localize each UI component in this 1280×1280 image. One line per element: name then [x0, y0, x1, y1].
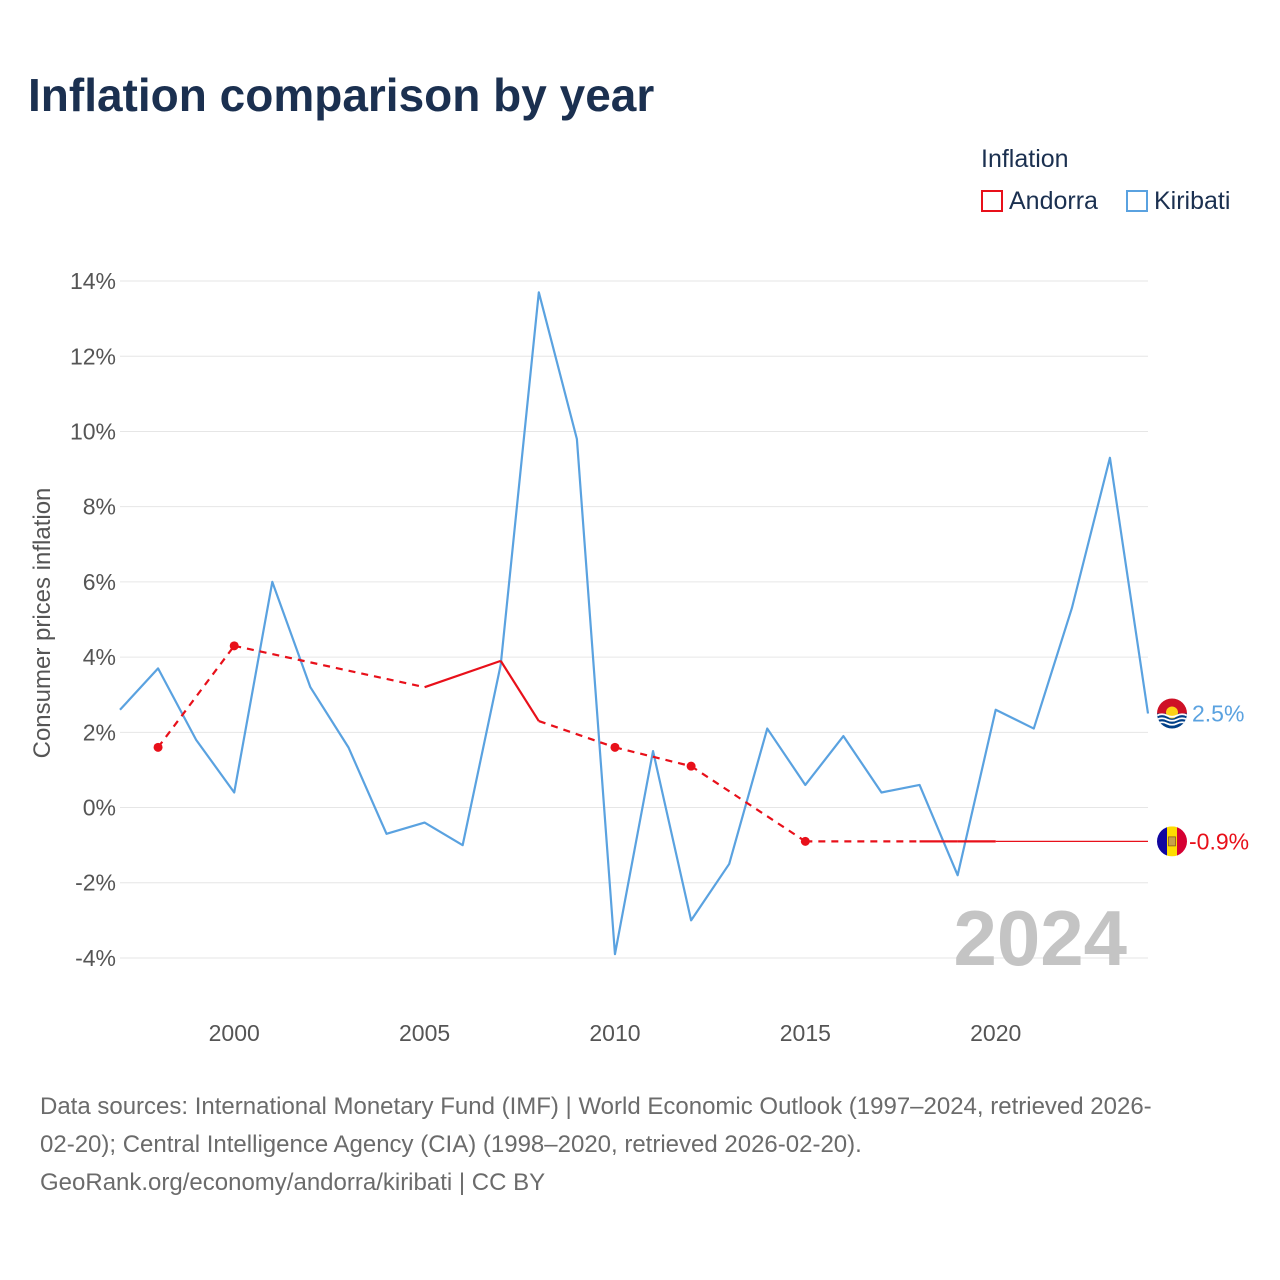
y-axis-ticks: -4% -2% 0% 2% 4% 6% 8% 10% 12% 14% — [70, 268, 116, 971]
source-note: Data sources: International Monetary Fun… — [40, 1088, 1250, 1202]
andorra-point — [153, 742, 163, 752]
andorra-segment — [424, 659, 502, 689]
y-tick-label: 14% — [70, 268, 116, 294]
y-tick-label: 12% — [70, 343, 116, 369]
kiribati-flag-icon — [1157, 698, 1187, 729]
year-watermark: 2024 — [953, 894, 1127, 982]
gridlines — [120, 280, 1148, 959]
line-chart: -4%-2%0%2%4%6%8%10%12%14% 2000 2005 2010 20… — [29, 268, 1249, 1046]
andorra-flag-red — [1177, 826, 1187, 857]
kiribati-flag-wave — [1157, 717, 1187, 722]
legend-title: Inflation — [981, 145, 1069, 173]
x-tick-label: 2015 — [780, 1020, 831, 1046]
x-tick-label: 2000 — [209, 1020, 260, 1046]
andorra-segment — [614, 746, 692, 768]
kiribati-end-label: 2.5% — [1192, 701, 1244, 727]
andorra-flag-icon — [1157, 826, 1187, 857]
andorra-flag-blue — [1157, 826, 1167, 857]
series-line-kiribati — [119, 291, 1150, 956]
x-tick-label: 2010 — [589, 1020, 640, 1046]
y-tick-label: -4% — [75, 945, 116, 971]
x-axis-ticks: 2000 2005 2010 2015 2020 — [209, 1020, 1022, 1046]
legend-swatch-andorra — [981, 190, 1003, 212]
end-labels: 2.5% -0.9% — [1157, 698, 1249, 857]
series-lines — [119, 291, 1150, 956]
y-tick-label: 4% — [83, 644, 116, 670]
y-tick-label: 2% — [83, 719, 116, 745]
andorra-point — [229, 641, 239, 651]
andorra-point — [800, 836, 810, 846]
y-tick-label: 0% — [83, 795, 116, 821]
legend-label-kiribati: Kiribati — [1154, 186, 1231, 215]
y-axis-label: Consumer prices inflation — [29, 488, 56, 759]
legend-item-kiribati[interactable]: Kiribati — [1126, 186, 1230, 216]
y-tick-label: 10% — [70, 418, 116, 444]
andorra-segment — [499, 660, 540, 722]
legend-swatch-kiribati — [1126, 190, 1148, 212]
source-line-1: Data sources: International Monetary Fun… — [40, 1093, 1152, 1120]
x-tick-label: 2020 — [970, 1020, 1021, 1046]
y-tick-label: -2% — [75, 870, 116, 896]
kiribati-flag-red — [1157, 698, 1187, 714]
legend-label-andorra: Andorra — [1009, 186, 1098, 215]
andorra-segment — [157, 645, 236, 749]
andorra-point — [610, 742, 620, 752]
kiribati-flag-wave — [1157, 713, 1187, 718]
andorra-segment — [538, 719, 616, 749]
x-tick-label: 2005 — [399, 1020, 450, 1046]
source-line-2: 02-20); Central Intelligence Agency (CIA… — [40, 1131, 862, 1158]
y-tick-label: 8% — [83, 494, 116, 520]
legend-item-andorra[interactable]: Andorra — [981, 186, 1098, 216]
kiribati-flag-wave — [1157, 721, 1187, 726]
source-line-3[interactable]: GeoRank.org/economy/andorra/kiribati | C… — [40, 1169, 546, 1196]
andorra-end-label: -0.9% — [1189, 828, 1249, 854]
y-tick-label: 6% — [83, 569, 116, 595]
page-title: Inflation comparison by year — [28, 69, 655, 121]
andorra-point — [686, 761, 696, 771]
andorra-flag-crest — [1168, 836, 1176, 847]
andorra-segment — [690, 765, 806, 843]
andorra-segment — [233, 644, 425, 689]
